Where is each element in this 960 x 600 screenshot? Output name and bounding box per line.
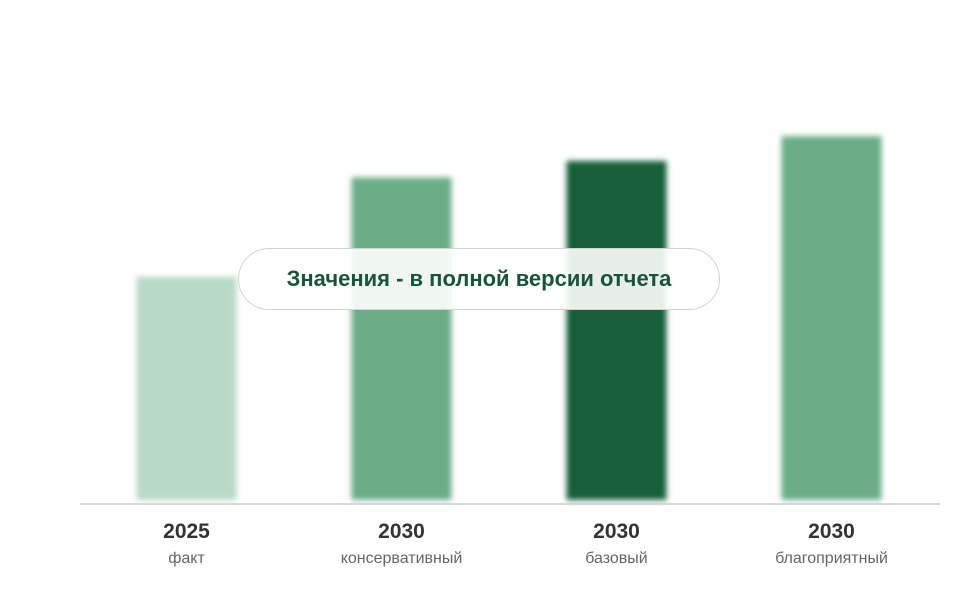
x-tick-year-3: 2030 xyxy=(808,520,855,543)
x-tick-scenario-2: базовый xyxy=(585,550,648,567)
x-tick-scenario-1: консервативный xyxy=(341,550,463,567)
hidden-values-notice: Значения - в полной версии отчета xyxy=(238,248,720,310)
x-tick-year-1: 2030 xyxy=(378,520,425,543)
bar-2 xyxy=(566,160,667,500)
bar-0 xyxy=(136,276,237,500)
x-tick-scenario-3: благоприятный xyxy=(775,550,888,567)
x-tick-year-2: 2030 xyxy=(593,520,640,543)
x-tick-scenario-0: факт xyxy=(168,550,205,567)
bar-3 xyxy=(781,136,882,500)
x-tick-year-0: 2025 xyxy=(163,520,210,543)
bar-1 xyxy=(351,177,452,500)
x-axis-labels: 2025 факт 2030 консервативный 2030 базовый 203… xyxy=(163,520,888,567)
bars xyxy=(136,136,882,500)
